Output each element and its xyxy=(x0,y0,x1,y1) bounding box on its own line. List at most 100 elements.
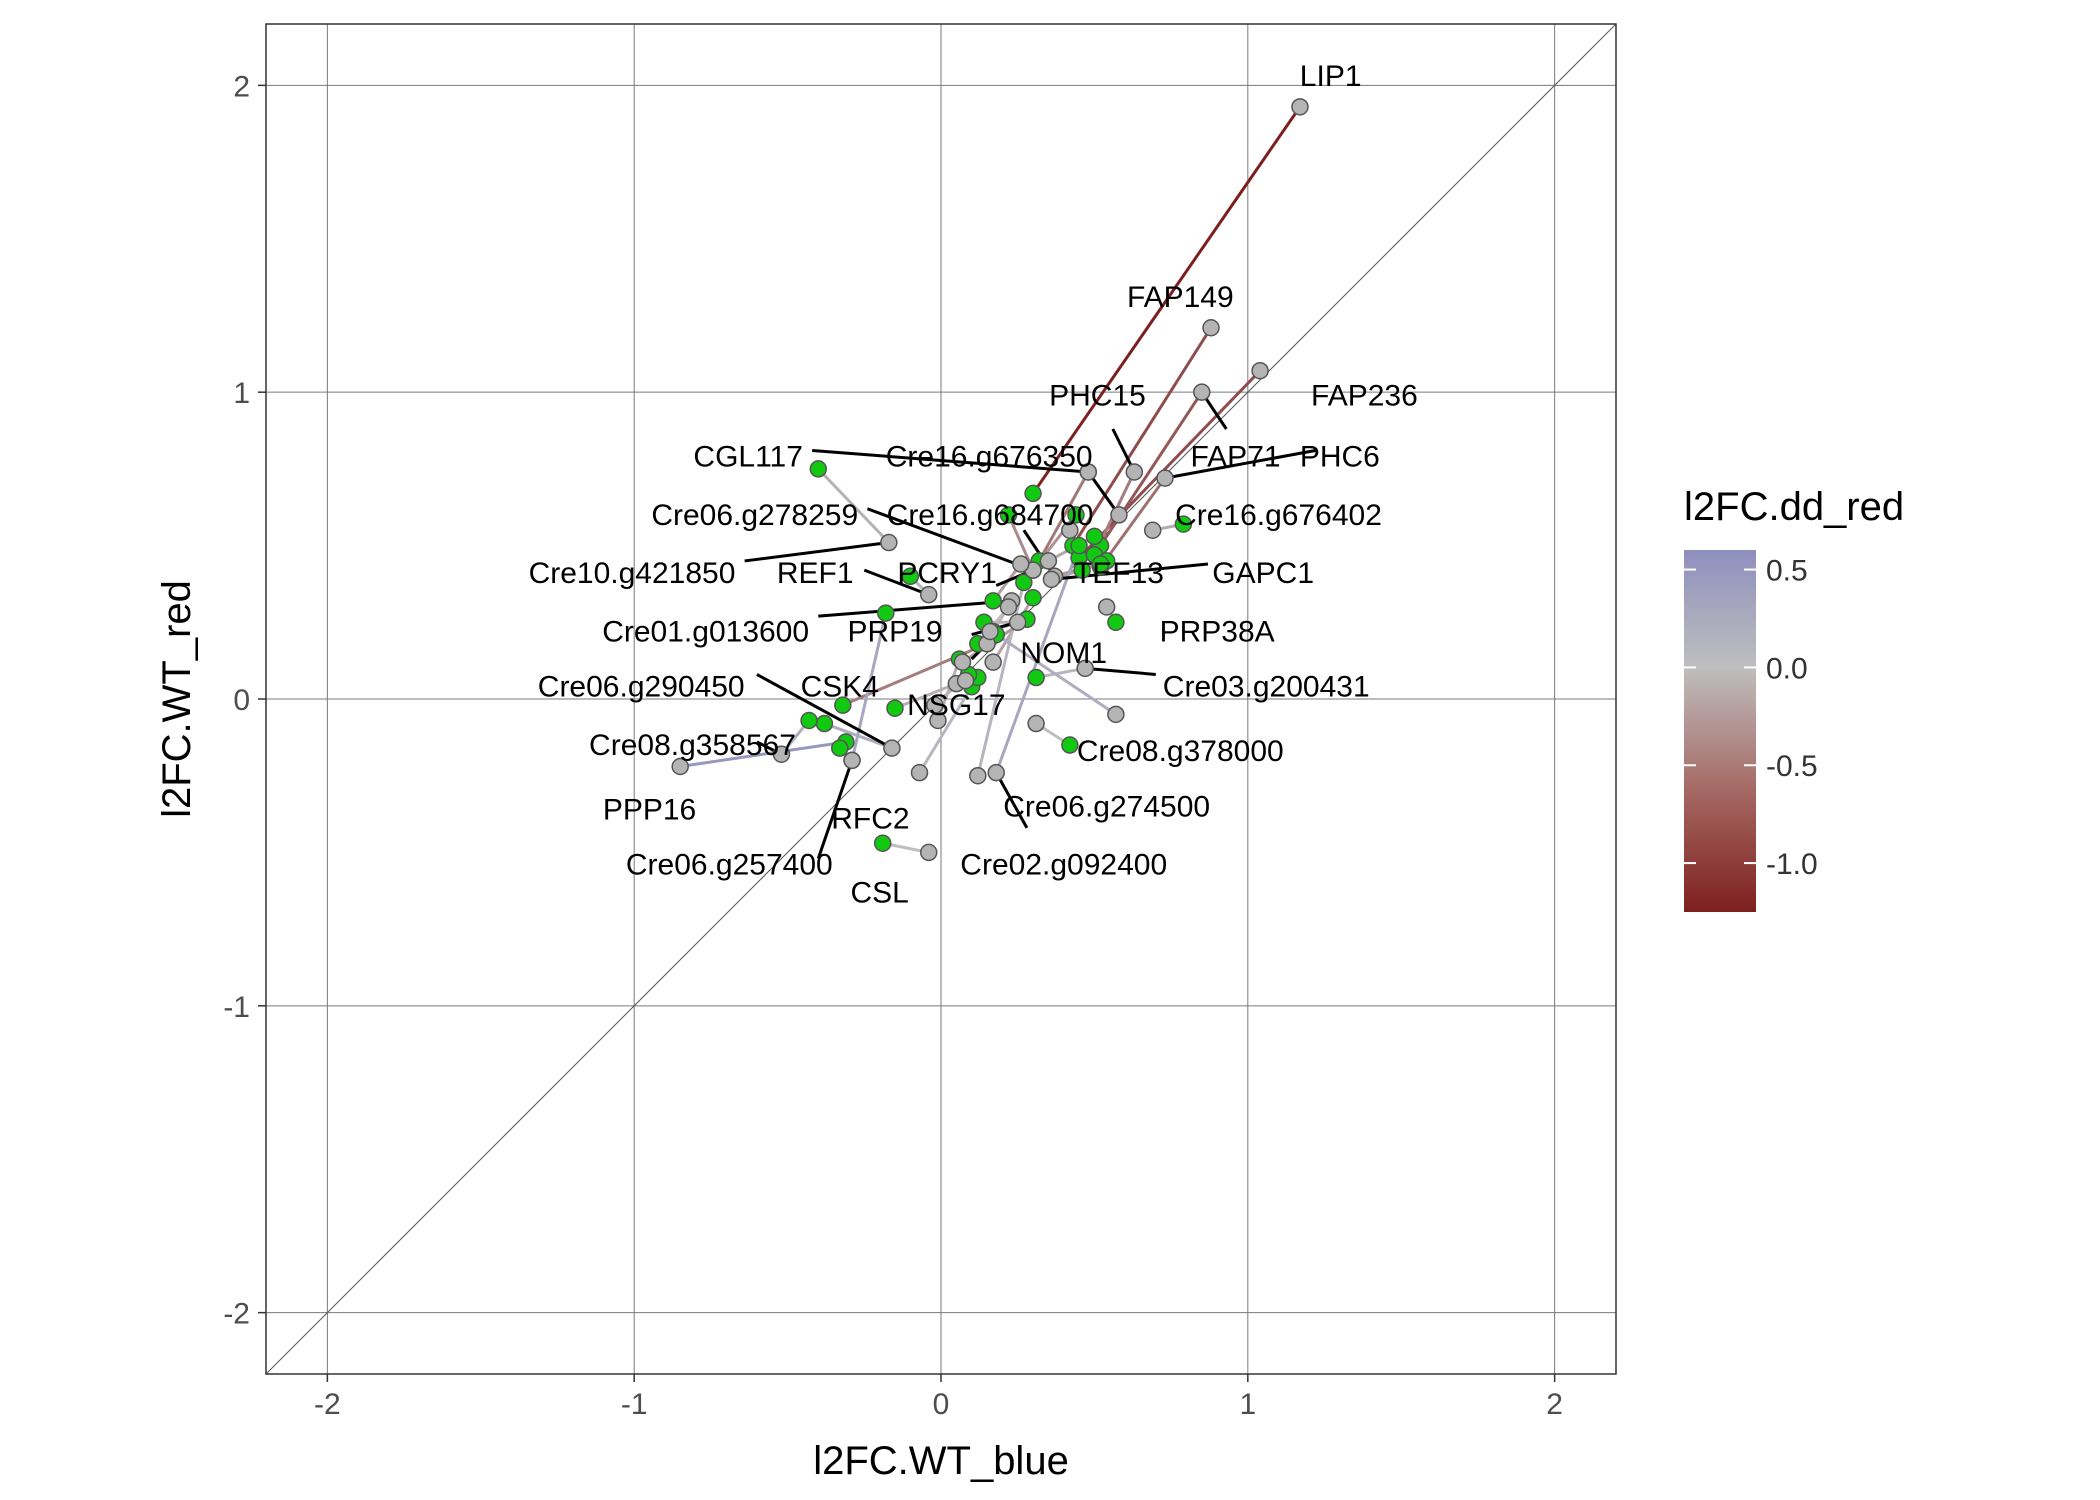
dd-point xyxy=(877,604,895,622)
pair-segments xyxy=(678,105,1302,854)
gene-label: Cre10.g421850 xyxy=(529,557,736,590)
y-tick-label: 2 xyxy=(233,70,250,103)
y-tick-label: 1 xyxy=(233,377,250,410)
gene-label: CSL xyxy=(850,876,908,909)
label-leader-line xyxy=(812,448,1089,474)
legend-tick-label: 0.5 xyxy=(1766,555,1808,588)
wt-point xyxy=(956,671,975,690)
dd-point xyxy=(1085,527,1104,546)
wt-point xyxy=(1110,506,1128,524)
y-tick-label: -2 xyxy=(223,1298,250,1331)
legend-colorbar xyxy=(1684,550,1756,912)
dd-point xyxy=(1107,613,1125,632)
wt-point xyxy=(969,766,987,785)
dd-point xyxy=(1070,536,1088,555)
data-points xyxy=(671,98,1309,862)
dd-point xyxy=(800,711,818,730)
pair-segment xyxy=(1037,470,1090,563)
gene-label: FAP71 xyxy=(1191,441,1281,474)
dd-point xyxy=(984,592,1002,610)
dd-point xyxy=(873,834,892,852)
dd-point xyxy=(809,460,828,478)
gene-label: REF1 xyxy=(777,557,854,590)
label-leader-line xyxy=(818,599,1012,618)
dd-point xyxy=(1024,589,1042,607)
gene-label: Cre16.g676402 xyxy=(1175,499,1382,532)
dd-point xyxy=(834,696,852,714)
pair-segment xyxy=(994,633,1118,716)
gene-label: FAP236 xyxy=(1311,379,1418,412)
wt-point xyxy=(1042,570,1061,589)
gene-label: PRP38A xyxy=(1160,616,1275,649)
gene-label: Cre06.g274500 xyxy=(1003,790,1210,823)
gene-label: PCRY1 xyxy=(897,557,997,590)
label-leader-line xyxy=(866,507,1034,572)
wt-point xyxy=(926,696,944,714)
dd-point xyxy=(999,506,1018,524)
wt-point xyxy=(1251,361,1269,380)
x-axis-title: l2FC.WT_blue xyxy=(813,1439,1069,1483)
label-leader-line xyxy=(744,541,890,563)
wt-point xyxy=(1012,555,1030,573)
wt-point xyxy=(984,653,1002,671)
gene-label: Cre06.g290450 xyxy=(538,671,745,704)
gene-label: Cre01.g013600 xyxy=(602,616,809,649)
pair-segment xyxy=(850,611,888,762)
wt-point xyxy=(1079,463,1098,481)
wt-point xyxy=(1291,98,1309,116)
gene-label: PHC6 xyxy=(1300,441,1380,474)
dd-point xyxy=(901,567,920,586)
wt-point xyxy=(1027,714,1045,733)
color-legend: l2FC.dd_red 0.5 0.0 -0.5 -1.0 xyxy=(1684,485,1904,912)
wt-point xyxy=(883,739,901,757)
dd-point xyxy=(1174,515,1193,533)
gene-label: Cre06.g278259 xyxy=(651,499,858,532)
gene-label: Cre02.g092400 xyxy=(960,849,1167,882)
wt-point xyxy=(1039,552,1058,570)
wt-point xyxy=(1125,463,1144,481)
pair-segment xyxy=(816,467,891,545)
pair-segment xyxy=(678,740,848,768)
wt-point xyxy=(1193,383,1211,401)
gene-label: PPP16 xyxy=(603,793,696,826)
gene-label: CSK4 xyxy=(801,671,879,704)
dd-point xyxy=(815,714,834,733)
pair-segment xyxy=(1031,105,1302,495)
gene-label: TEF13 xyxy=(1074,557,1164,590)
x-tick-label: -1 xyxy=(621,1388,648,1421)
pair-segment xyxy=(1071,326,1213,548)
gene-label: CGL117 xyxy=(693,441,803,474)
label-leader-line xyxy=(994,771,1029,829)
legend-tick-label: 0.0 xyxy=(1766,652,1808,685)
gene-label: FAP149 xyxy=(1127,281,1234,314)
dd-point xyxy=(1067,506,1085,524)
wt-point xyxy=(1097,598,1116,616)
label-leader-line xyxy=(1087,471,1121,516)
gene-label: Cre16.g684700 xyxy=(887,499,1094,532)
gene-label: Cre03.g200431 xyxy=(1163,671,1370,704)
legend-tick-label: -1.0 xyxy=(1766,848,1818,881)
gene-label: NOM1 xyxy=(1020,637,1107,670)
gene-labels: LIP1 FAP149 FAP236 FAP71 PHC15 PHC6 CGL117 Cre1… xyxy=(529,60,1418,909)
label-leader-line xyxy=(1085,666,1156,676)
wt-point xyxy=(843,751,861,770)
wt-point xyxy=(1143,521,1162,539)
label-leader-line xyxy=(863,568,930,597)
gene-label: NSG17 xyxy=(907,689,1005,722)
wt-point xyxy=(880,533,898,552)
gene-label: PHC15 xyxy=(1049,379,1146,412)
wt-point xyxy=(1202,319,1220,337)
wt-point xyxy=(910,763,929,782)
y-tick-label: -1 xyxy=(223,991,250,1024)
gene-label: GAPC1 xyxy=(1212,557,1314,590)
legend-tick-label: -0.5 xyxy=(1766,750,1818,783)
x-tick-label: 1 xyxy=(1239,1388,1256,1421)
wt-point xyxy=(772,745,791,763)
axis-ticks: -2 -1 0 1 2 -2 -1 0 1 2 xyxy=(223,70,1563,1421)
label-leader-lines xyxy=(744,391,1316,860)
x-tick-label: -2 xyxy=(314,1388,341,1421)
x-tick-label: 2 xyxy=(1546,1388,1563,1421)
dd-point xyxy=(1073,561,1091,579)
x-tick-label: 0 xyxy=(933,1388,950,1421)
